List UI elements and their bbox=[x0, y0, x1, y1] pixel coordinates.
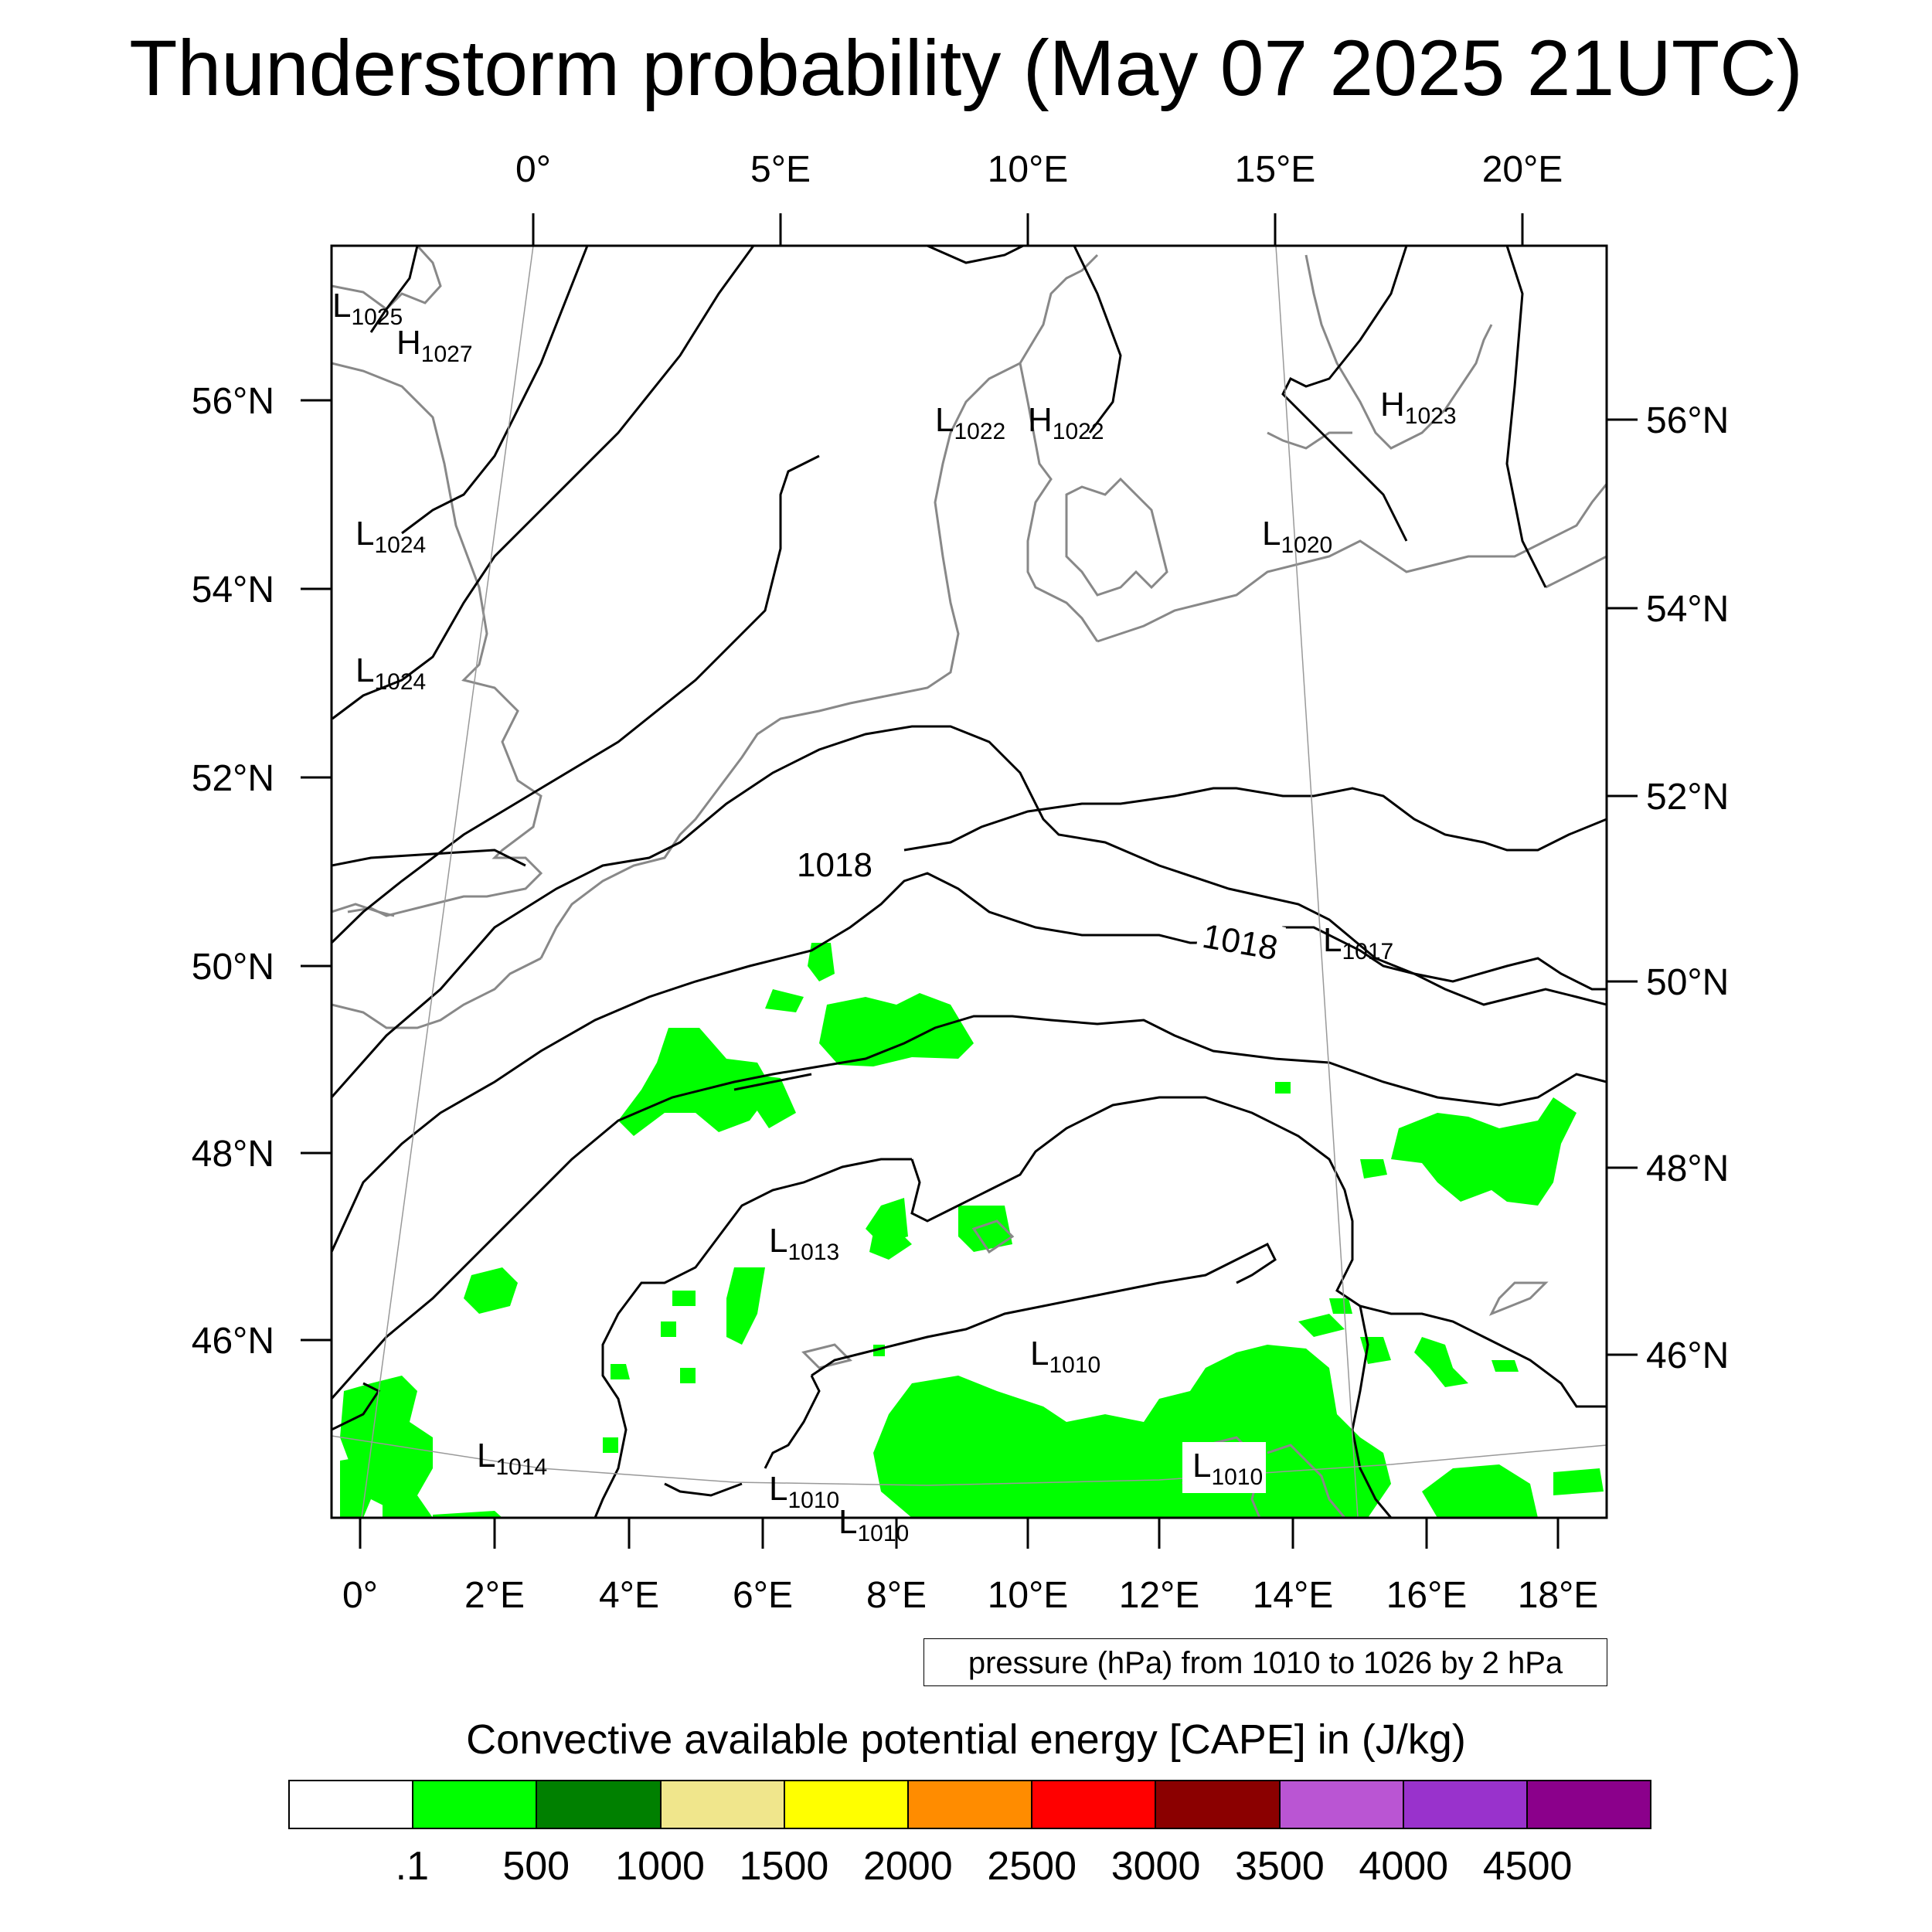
cape-colorbar bbox=[288, 1780, 1651, 1829]
colorbar-tick-label: 4000 bbox=[1359, 1844, 1449, 1889]
colorbar-tick-label: 4500 bbox=[1482, 1844, 1573, 1889]
bottom-lon-label: 6°E bbox=[733, 1575, 793, 1616]
right-lat-label: 50°N bbox=[1646, 962, 1729, 1003]
colorbar-swatch bbox=[1031, 1781, 1155, 1828]
colorbar-swatch bbox=[536, 1781, 660, 1828]
top-lon-label: 15°E bbox=[1235, 149, 1316, 190]
left-lat-label: 54°N bbox=[192, 570, 274, 611]
pressure-center-label: H1027 bbox=[396, 324, 473, 367]
colorbar-tick-label: 3500 bbox=[1235, 1844, 1325, 1889]
bottom-lon-label: 18°E bbox=[1518, 1575, 1599, 1616]
colorbar-tick-label: 2500 bbox=[987, 1844, 1077, 1889]
left-lat-axis bbox=[301, 399, 332, 1342]
colorbar-tick-label: 2000 bbox=[862, 1844, 953, 1889]
pressure-center-label: L1010 bbox=[769, 1470, 839, 1513]
bottom-lon-label: 4°E bbox=[599, 1575, 659, 1616]
right-lat-label: 46°N bbox=[1646, 1335, 1729, 1376]
top-lon-label: 5°E bbox=[750, 149, 811, 190]
pressure-center-label: L1013 bbox=[769, 1222, 839, 1265]
colorbar-swatch bbox=[1278, 1781, 1403, 1828]
pressure-center-label: L1010 bbox=[838, 1503, 909, 1546]
pressure-centers: L1025 H1027 L1024 L1024 L1022 H1022 H102… bbox=[332, 287, 1457, 1546]
graticule bbox=[332, 246, 1607, 1518]
right-lat-label: 48°N bbox=[1646, 1148, 1729, 1189]
right-lat-labels: 56°N 54°N 52°N 50°N 48°N 46°N bbox=[1646, 400, 1729, 1376]
bottom-lon-label: 12°E bbox=[1119, 1575, 1200, 1616]
colorbar-swatch bbox=[412, 1781, 536, 1828]
top-lon-label: 0° bbox=[515, 149, 551, 190]
colorbar-tick-label: .1 bbox=[395, 1844, 430, 1889]
pressure-center-label: L1014 bbox=[477, 1437, 547, 1480]
plot-frame bbox=[330, 244, 1608, 1519]
colorbar-swatch bbox=[783, 1781, 907, 1828]
map-title: Thunderstorm probability (May 07 2025 21… bbox=[129, 24, 1803, 112]
cape-shading bbox=[340, 943, 1604, 1518]
bottom-lon-labels: 0° 2°E 4°E 6°E 8°E 10°E 12°E 14°E 16°E 1… bbox=[342, 1575, 1598, 1616]
bottom-lon-label: 8°E bbox=[866, 1575, 927, 1616]
colorbar-swatch bbox=[1402, 1781, 1526, 1828]
colorbar-swatch bbox=[1155, 1781, 1279, 1828]
bottom-lon-label: 14°E bbox=[1253, 1575, 1334, 1616]
pressure-center-label: H1022 bbox=[1028, 401, 1104, 444]
pressure-center-label: L1025 bbox=[332, 287, 403, 330]
top-lon-label: 10°E bbox=[988, 149, 1069, 190]
left-lat-labels: 56°N 54°N 52°N 50°N 48°N 46°N bbox=[192, 381, 274, 1362]
right-lat-axis bbox=[1607, 418, 1638, 1356]
left-lat-label: 50°N bbox=[192, 947, 274, 988]
bottom-lon-label: 10°E bbox=[988, 1575, 1069, 1616]
colorbar-labels: .1 500 1000 1500 2000 2500 3000 3500 4000 4500 bbox=[0, 1843, 1932, 1897]
right-lat-label: 54°N bbox=[1646, 589, 1729, 630]
right-lat-label: 56°N bbox=[1646, 400, 1729, 441]
pressure-contour-note: pressure (hPa) from 1010 to 1026 by 2 hP… bbox=[923, 1638, 1607, 1686]
colorbar-swatch bbox=[906, 1781, 1032, 1828]
pressure-center-label: L1022 bbox=[935, 401, 1005, 444]
pressure-center-label: L1010 bbox=[1030, 1335, 1100, 1378]
isobar-labels: 1018 1018 bbox=[792, 844, 1287, 971]
right-lat-label: 52°N bbox=[1646, 777, 1729, 818]
bottom-lon-label: 16°E bbox=[1386, 1575, 1468, 1616]
bottom-lon-label: 2°E bbox=[464, 1575, 525, 1616]
coastlines bbox=[332, 246, 1607, 1518]
bottom-lon-axis bbox=[359, 1518, 1560, 1549]
colorbar-tick-label: 3000 bbox=[1111, 1844, 1201, 1889]
pressure-center-label: H1023 bbox=[1380, 386, 1457, 429]
left-lat-label: 52°N bbox=[192, 758, 274, 799]
colorbar-swatch bbox=[290, 1781, 413, 1828]
isobars bbox=[332, 246, 1607, 1518]
pressure-center-label: L1020 bbox=[1262, 515, 1332, 558]
colorbar-swatch bbox=[659, 1781, 784, 1828]
colorbar-title: Convective available potential energy [C… bbox=[466, 1716, 1466, 1763]
colorbar-swatch bbox=[1526, 1781, 1651, 1828]
pressure-center-label: L1024 bbox=[355, 651, 426, 695]
pressure-center-label: L1017 bbox=[1323, 921, 1393, 964]
colorbar-tick-label: 500 bbox=[502, 1844, 570, 1889]
colorbar-tick-label: 1500 bbox=[739, 1844, 829, 1889]
left-lat-label: 46°N bbox=[192, 1321, 274, 1362]
left-lat-label: 56°N bbox=[192, 381, 274, 422]
top-lon-label: 20°E bbox=[1482, 149, 1563, 190]
pressure-center-label: L1024 bbox=[355, 515, 426, 558]
left-lat-label: 48°N bbox=[192, 1134, 274, 1175]
pressure-center-label: L1010 bbox=[1192, 1447, 1263, 1490]
colorbar-tick-label: 1000 bbox=[615, 1844, 705, 1889]
top-lon-axis bbox=[532, 213, 1524, 246]
isobar-label: 1018 bbox=[797, 846, 872, 884]
bottom-lon-label: 0° bbox=[342, 1575, 378, 1616]
top-lon-labels: 0° 5°E 10°E 15°E 20°E bbox=[515, 149, 1563, 190]
